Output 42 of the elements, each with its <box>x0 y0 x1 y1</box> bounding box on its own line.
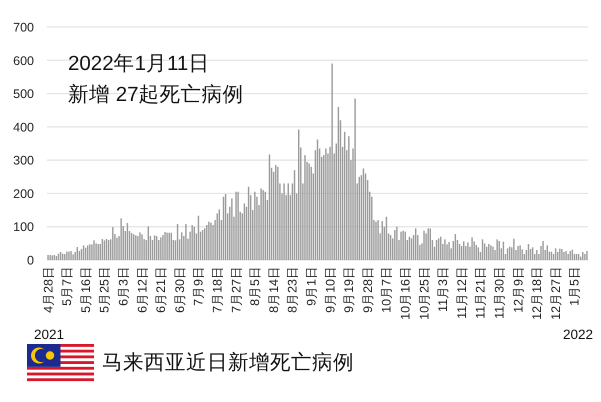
x-tick-label: 10月7日 <box>380 266 394 313</box>
annotation: 马来西亚近日新增死亡病例 <box>102 351 354 374</box>
subtitle: 新增 27起死亡病例 <box>68 83 244 106</box>
x-tick-label: 12月27日 <box>548 266 563 320</box>
y-tick-label: 700 <box>13 20 34 34</box>
y-tick-label: 100 <box>13 220 34 234</box>
y-tick-label: 500 <box>13 87 34 102</box>
x-tick-label: 9月19日 <box>342 266 356 313</box>
x-tick-label: 8月23日 <box>286 266 300 313</box>
x-tick-label: 4月28日 <box>41 266 56 313</box>
x-tick-label: 9月28日 <box>360 266 375 313</box>
x-tick-label: 5月7日 <box>60 266 74 306</box>
x-tick-label: 6月30日 <box>172 266 187 313</box>
y-tick-label: 400 <box>13 120 34 134</box>
x-tick-label: 7月9日 <box>192 266 206 306</box>
y-tick-label: 0 <box>27 254 34 268</box>
x-tick-label: 6月21日 <box>154 266 168 313</box>
x-tick-label: 5月25日 <box>98 266 112 313</box>
y-tick-label: 300 <box>13 154 34 168</box>
x-tick-label: 5月16日 <box>78 266 93 313</box>
x-tick-label: 11月3日 <box>436 266 450 312</box>
x-tick-label: 8月5日 <box>248 266 262 306</box>
x-tick-label: 1月5日 <box>568 266 582 306</box>
x-tick-label: 6月3日 <box>116 266 131 306</box>
x-tick-label: 7月18日 <box>210 266 225 313</box>
annotation: 2022 <box>562 327 593 342</box>
x-tick-label: 7月27日 <box>229 266 244 313</box>
x-tick-label: 10月25日 <box>417 266 432 320</box>
x-tick-label: 8月14日 <box>266 266 281 313</box>
x-tick-label: 12月9日 <box>511 266 526 313</box>
annotation: 2021 <box>34 327 64 342</box>
title: 2022年1月11日 <box>68 52 210 75</box>
x-tick-label: 11月21日 <box>474 266 488 319</box>
y-tick-label: 200 <box>13 186 34 201</box>
x-tick-label: 11月12日 <box>454 266 469 319</box>
x-tick-label: 12月18日 <box>530 266 544 320</box>
x-tick-label: 6月12日 <box>135 266 150 313</box>
y-tick-label: 600 <box>13 54 34 68</box>
x-tick-label: 9月1日 <box>304 266 319 306</box>
x-tick-label: 11月30日 <box>492 266 507 319</box>
x-tick-label: 10月16日 <box>398 266 413 320</box>
x-tick-label: 9月10日 <box>323 266 338 313</box>
